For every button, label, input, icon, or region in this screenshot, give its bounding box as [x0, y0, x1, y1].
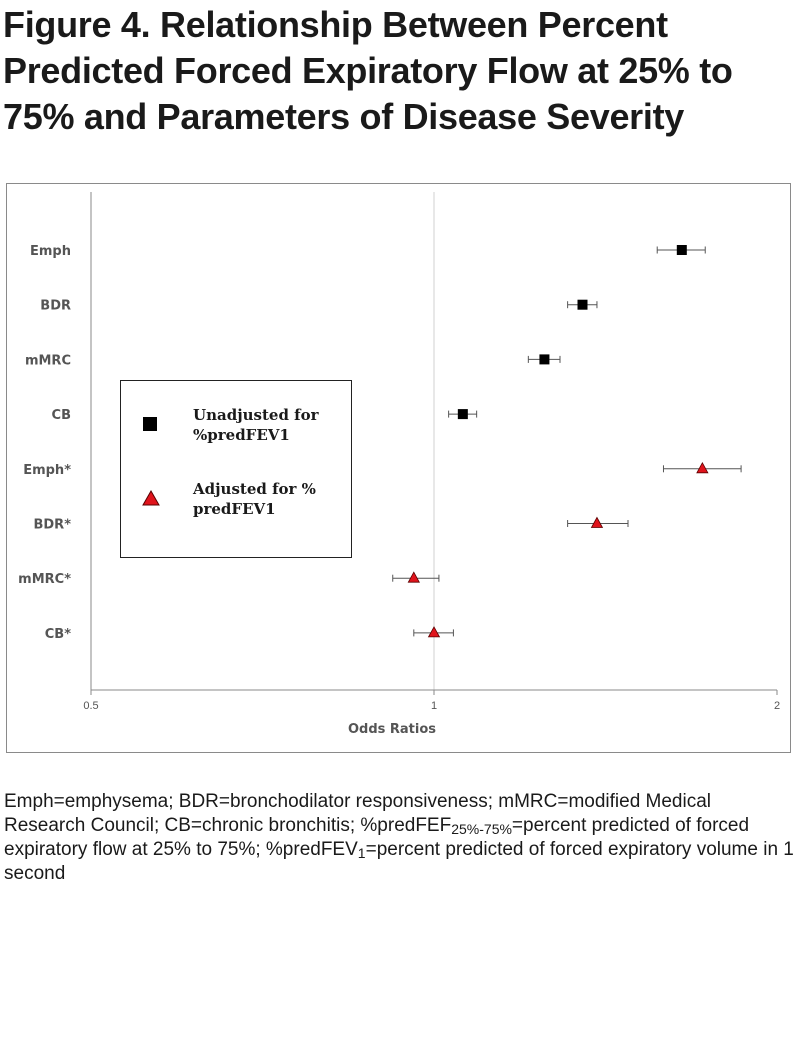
- x-tick-label-1: 1: [431, 700, 437, 712]
- category-label-emph: Emph: [30, 244, 71, 259]
- category-label-emph-adj: Emph*: [23, 463, 71, 478]
- x-tick-label-2: 2: [774, 700, 780, 712]
- x-axis-label: Odds Ratios: [348, 722, 436, 737]
- category-label-mmrc: mMRC: [25, 353, 71, 368]
- forest-plot-svg: 0.5 1 2 Odds Ratios Emph BDR mMRC CB Emph* BDR* mM…: [18, 192, 780, 737]
- figure-title: Figure 4. Relationship Between Percent P…: [3, 4, 733, 137]
- point-unadjusted-bdr: [577, 299, 588, 310]
- category-label-bdr: BDR: [40, 299, 71, 314]
- figure-footnote: Emph=emphysema; BDR=bronchodilator respo…: [4, 790, 796, 886]
- legend-label-unadjusted-line1: Unadjusted for: [193, 406, 319, 424]
- footnote-subscript-fef: 25%-75%: [451, 821, 512, 837]
- point-unadjusted-emph: [676, 245, 687, 255]
- chart-legend: Unadjusted for %predFEV1 Adjusted for % …: [120, 380, 352, 558]
- category-label-cb: CB: [52, 408, 71, 423]
- legend-label-adjusted: Adjusted for % predFEV1: [193, 479, 343, 519]
- triangle-marker-icon: [142, 489, 160, 506]
- footnote-part2: =percent predicted of forced expiratory …: [4, 815, 750, 860]
- point-adjusted-mmrc: [407, 571, 420, 583]
- category-label-bdr-adj: BDR*: [33, 518, 71, 533]
- x-tick-label-0: 0.5: [83, 700, 98, 712]
- footnote-part1: Emph=emphysema; BDR=bronchodilator respo…: [4, 791, 712, 836]
- legend-label-unadjusted: Unadjusted for %predFEV1: [193, 405, 343, 445]
- footnote-subscript-fev: 1: [357, 845, 366, 861]
- category-label-cb-adj: CB*: [45, 627, 71, 642]
- square-marker-icon: [143, 417, 157, 431]
- legend-label-adjusted-line2: predFEV1: [193, 500, 276, 518]
- category-label-mmrc-adj: mMRC*: [18, 572, 71, 587]
- point-unadjusted-cb: [457, 409, 468, 420]
- point-adjusted-emph: [696, 461, 709, 474]
- point-adjusted-cb: [427, 626, 441, 638]
- legend-item-unadjusted: Unadjusted for %predFEV1: [121, 405, 349, 465]
- footnote-part3: =percent predicted of forced expiratory …: [4, 839, 794, 884]
- legend-label-unadjusted-line2: %predFEV1: [193, 426, 290, 444]
- point-unadjusted-mmrc: [539, 354, 550, 365]
- legend-item-adjusted: Adjusted for % predFEV1: [121, 479, 349, 539]
- forest-plot-chart: 0.5 1 2 Odds Ratios Emph BDR mMRC CB Emph* BDR* mM…: [6, 183, 791, 753]
- legend-label-adjusted-line1: Adjusted for %: [193, 480, 316, 498]
- point-adjusted-bdr: [590, 516, 604, 528]
